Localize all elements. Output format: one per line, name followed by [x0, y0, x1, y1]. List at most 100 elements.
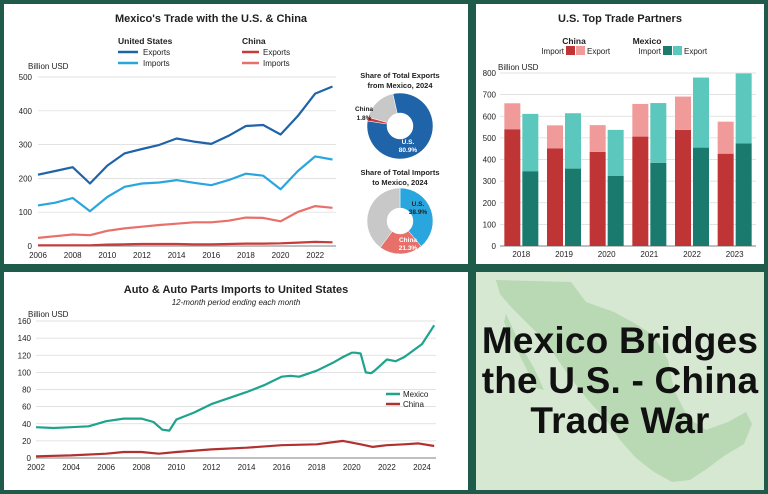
- legend-china-export-swatch: [576, 46, 585, 55]
- pie-slice-other: [367, 93, 398, 123]
- x-tick-label: 2022: [306, 251, 324, 260]
- y-tick-label: 20: [22, 437, 31, 446]
- legend-china-import: Import: [541, 47, 564, 56]
- bar-mexico-export: [607, 129, 624, 176]
- y-tick-label: 0: [28, 242, 33, 251]
- pie-imports-cn-label: China: [399, 237, 417, 244]
- y-tick-label: 80: [22, 386, 31, 395]
- us-top-partners-chart: U.S. Top Trade Partners China Import Exp…: [483, 13, 756, 259]
- china-line: [35, 439, 435, 458]
- y-axis: 0 100 200 300 400 500 600 700 800: [483, 69, 497, 251]
- y-tick-label: 160: [18, 317, 32, 326]
- y-tick-label: 200: [483, 199, 497, 208]
- bar-china-export: [547, 125, 563, 149]
- x-tick-label: 2008: [64, 251, 82, 260]
- pie-exports-cn-value: 1.8%: [357, 115, 372, 122]
- legend-mexico-export: Export: [684, 47, 708, 56]
- y-tick-label: 100: [19, 208, 33, 217]
- x-tick-label: 2016: [273, 463, 291, 472]
- bar-china-export: [504, 103, 521, 130]
- pie-imports-title-line2: to Mexico, 2024: [372, 178, 428, 187]
- pie-exports: [366, 92, 434, 160]
- legend-us-exports: Exports: [143, 48, 170, 57]
- gridlines: [500, 72, 756, 247]
- chart-title: Auto & Auto Parts Imports to United Stat…: [124, 284, 349, 296]
- legend-cn-imports: Imports: [263, 59, 290, 68]
- y-axis: 0 100 200 300 400 500: [19, 73, 33, 251]
- bar-mexico-export: [735, 73, 752, 144]
- x-tick-label: 2020: [272, 251, 290, 260]
- headline-line1: Mexico Bridges: [481, 320, 759, 361]
- mexico-trade-chart: Mexico's Trade with the U.S. & China Bil…: [19, 13, 440, 260]
- y-tick-label: 120: [18, 351, 32, 360]
- bar-mexico-import: [735, 143, 752, 246]
- legend-us-heading: United States: [118, 36, 173, 46]
- x-tick-label: 2022: [378, 463, 396, 472]
- x-tick-label: 2012: [133, 251, 151, 260]
- headline: Mexico Bridges the U.S. - China Trade Wa…: [476, 272, 764, 490]
- us-imports-line: [37, 155, 333, 213]
- x-axis: 2018 2019 2020 2021 2022 2023: [512, 250, 744, 259]
- bar-china-import: [589, 151, 606, 246]
- legend-china-import-swatch: [566, 46, 575, 55]
- bar-china-import: [547, 148, 563, 246]
- x-tick-label: 2014: [238, 463, 256, 472]
- pie-exports-us-value: 80.9%: [399, 147, 418, 154]
- x-tick-label: 2016: [202, 251, 220, 260]
- bar-china-export: [717, 121, 734, 154]
- headline-line3: Trade War: [530, 400, 710, 441]
- bar-mexico-import: [522, 171, 539, 246]
- x-tick-label: 2010: [167, 463, 185, 472]
- chart-title: U.S. Top Trade Partners: [558, 13, 682, 25]
- x-tick-label: 2006: [29, 251, 47, 260]
- headline-panel: Mexico Bridges the U.S. - China Trade Wa…: [476, 272, 764, 490]
- bars: [504, 73, 752, 246]
- y-tick-label: 400: [19, 107, 33, 116]
- legend-china-export: Export: [587, 47, 611, 56]
- x-tick-label: 2002: [27, 463, 45, 472]
- headline-line2: the U.S. - China: [481, 360, 759, 401]
- y-tick-label: 60: [22, 403, 31, 412]
- y-tick-label: 500: [483, 134, 497, 143]
- x-tick-label: 2021: [640, 250, 658, 259]
- gridlines: [38, 76, 336, 247]
- bar-mexico-import: [650, 162, 667, 246]
- bar-mexico-export: [693, 77, 709, 148]
- x-tick-label: 2012: [203, 463, 221, 472]
- us-top-partners-panel: U.S. Top Trade Partners China Import Exp…: [476, 4, 764, 264]
- china-exports-line: [38, 240, 333, 247]
- auto-imports-chart: Auto & Auto Parts Imports to United Stat…: [18, 284, 436, 472]
- legend-mexico-export-swatch: [673, 46, 682, 55]
- chart-title: Mexico's Trade with the U.S. & China: [115, 13, 308, 25]
- y-axis: 0 20 40 60 80 100 120 140 160: [18, 317, 32, 463]
- x-tick-label: 2010: [98, 251, 116, 260]
- gridlines: [36, 320, 436, 459]
- pie-exports-title-line1: Share of Total Exports: [360, 71, 439, 80]
- x-tick-label: 2022: [683, 250, 701, 259]
- x-tick-label: 2014: [168, 251, 186, 260]
- x-tick-label: 2006: [97, 463, 115, 472]
- bar-mexico-export: [650, 103, 667, 163]
- pie-slice-us: [399, 187, 434, 247]
- pie-slice-us: [366, 92, 434, 160]
- y-tick-label: 300: [483, 177, 497, 186]
- legend-mexico: Mexico: [403, 390, 429, 399]
- mexico-map-shape: [496, 280, 752, 482]
- y-unit-label: Billion USD: [498, 63, 539, 72]
- pie-imports-title-line1: Share of Total Imports: [360, 168, 439, 177]
- us-exports-line: [37, 85, 333, 185]
- pie-imports-cn-value: 21.3%: [399, 245, 418, 252]
- pie-imports-us-label: U.S.: [412, 201, 425, 208]
- bar-china-import: [717, 153, 734, 246]
- auto-imports-panel: Auto & Auto Parts Imports to United Stat…: [4, 272, 468, 490]
- mexico-trade-panel: Mexico's Trade with the U.S. & China Bil…: [4, 4, 468, 264]
- x-tick-label: 2018: [308, 463, 326, 472]
- y-tick-label: 200: [19, 174, 33, 183]
- x-tick-label: 2019: [555, 250, 573, 259]
- y-tick-label: 500: [19, 73, 33, 82]
- y-tick-label: 300: [19, 141, 33, 150]
- x-tick-label: 2020: [343, 463, 361, 472]
- bar-china-import: [504, 129, 521, 246]
- legend-cn-heading: China: [242, 36, 266, 46]
- pie-exports-title-line2: from Mexico, 2024: [367, 81, 433, 90]
